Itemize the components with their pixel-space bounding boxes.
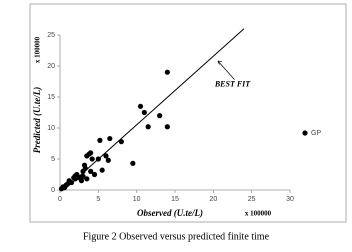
point — [99, 167, 105, 173]
point — [88, 168, 94, 174]
point — [86, 151, 92, 157]
x-tick-label: 10 — [133, 196, 141, 203]
point — [164, 69, 170, 75]
point — [82, 165, 88, 171]
x-tick-label: 25 — [248, 196, 256, 203]
arrow-head — [217, 60, 222, 65]
point — [72, 173, 78, 179]
point — [145, 124, 151, 130]
annotation: BEST FIT — [214, 79, 251, 88]
point — [107, 135, 113, 142]
point — [157, 113, 163, 119]
point — [95, 156, 101, 162]
point — [118, 139, 124, 145]
point — [89, 156, 95, 162]
y-tick-label: 5 — [51, 156, 55, 163]
x-tick-label: 15 — [171, 196, 179, 203]
y-tick-label: 20 — [47, 63, 55, 70]
y-tick-label: 10 — [47, 125, 55, 132]
x-tick-label: 20 — [209, 196, 217, 203]
fit-line — [63, 28, 245, 191]
point — [141, 109, 147, 116]
point — [68, 179, 75, 186]
x-tick-label: 30 — [286, 196, 294, 203]
caption: Figure 2 Observed versus predicted finit… — [83, 231, 270, 242]
y-tick-label: 15 — [47, 94, 55, 101]
point — [97, 137, 103, 143]
legend-label: GP — [311, 130, 321, 137]
annotation-arrow — [217, 60, 235, 80]
point — [84, 176, 90, 182]
x-axis-title: Observed (U.te/L) — [137, 208, 203, 218]
point — [130, 160, 136, 166]
x-tick-label: 5 — [96, 196, 100, 203]
y-multiplier: x 100000 — [34, 36, 42, 63]
x-multiplier: x 100000 — [245, 210, 272, 218]
point — [105, 157, 111, 163]
point — [164, 124, 170, 130]
point — [103, 153, 109, 159]
y-tick-label: 25 — [47, 32, 55, 39]
point — [91, 171, 98, 178]
point — [137, 103, 144, 109]
chart-border — [29, 3, 347, 223]
point — [78, 178, 85, 184]
legend-marker — [302, 130, 308, 136]
y-tick-label: 0 — [51, 187, 55, 194]
y-axis-title: Predicted (U.te/L) — [32, 87, 42, 153]
x-tick-label: 0 — [58, 196, 62, 203]
point — [80, 173, 86, 179]
